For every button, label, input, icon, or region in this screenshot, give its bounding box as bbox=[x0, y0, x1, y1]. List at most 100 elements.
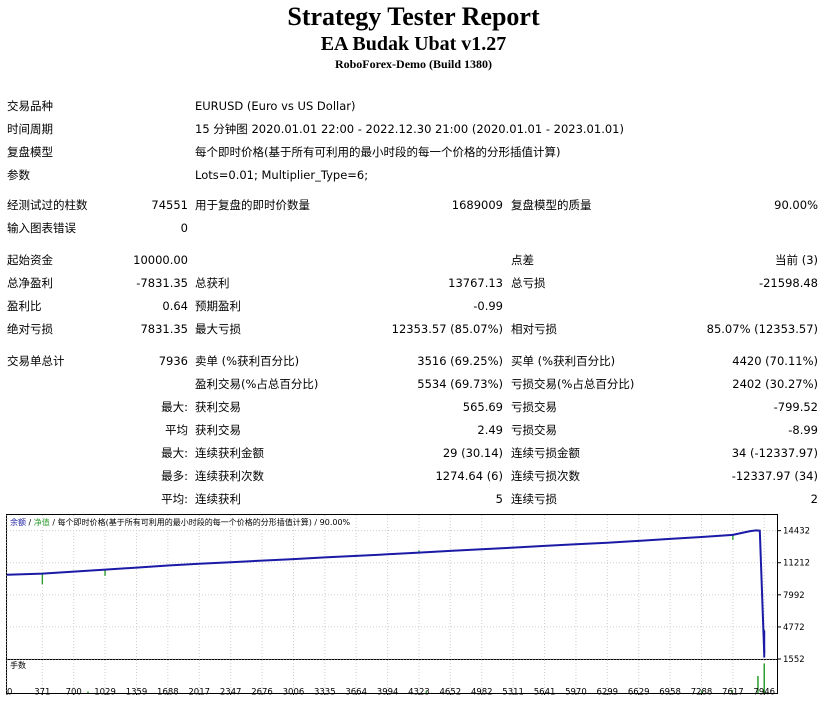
x-tick-label: 6299 bbox=[596, 688, 618, 696]
average-loss-label: 亏损交易 bbox=[511, 423, 557, 437]
x-tick-label: 5641 bbox=[534, 688, 556, 696]
period-value: 15 分钟图 2020.01.01 22:00 - 2022.12.30 21:… bbox=[195, 122, 624, 136]
maximal-label: 最多: bbox=[161, 469, 188, 483]
volume-bar bbox=[757, 675, 759, 693]
balance-chart: 14432 11212 7992 4772 1552 0 371 700 1029 1359 16… bbox=[6, 514, 821, 695]
long-positions-value: 4420 (70.11%) bbox=[732, 354, 818, 368]
server-name: RoboForex-Demo (Build 1380) bbox=[334, 57, 493, 71]
x-tick-label: 2017 bbox=[188, 688, 210, 696]
maximal-consecutive-profit-label: 连续获利次数 bbox=[195, 469, 264, 483]
x-tick-label: 4982 bbox=[471, 688, 493, 696]
x-tick-label: 2347 bbox=[220, 688, 242, 696]
model-quality-label: 复盘模型的质量 bbox=[511, 198, 592, 212]
y-tick-label: 14432 bbox=[783, 527, 810, 537]
legend-item: / bbox=[50, 518, 56, 527]
x-tick-label: 1029 bbox=[94, 688, 116, 696]
legend-item: / bbox=[312, 518, 318, 527]
absolute-drawdown-value: 7831.35 bbox=[140, 322, 188, 336]
average-consecutive-wins-value: 5 bbox=[495, 492, 503, 506]
total-trades-label: 交易单总计 bbox=[7, 354, 65, 368]
y-tick-label: 1552 bbox=[783, 655, 805, 665]
absolute-drawdown-label: 绝对亏损 bbox=[7, 322, 53, 336]
spread-label: 点差 bbox=[511, 253, 534, 267]
max-consecutive-losses-value: 34 (-12337.97) bbox=[731, 446, 818, 460]
spread-value: 当前 (3) bbox=[775, 253, 818, 267]
net-profit-label: 总净盈利 bbox=[7, 276, 53, 290]
legend-item: 净值 bbox=[31, 517, 50, 527]
legend-item: / bbox=[26, 518, 32, 527]
average-consecutive-wins-label: 连续获利 bbox=[195, 492, 241, 506]
relative-drawdown-value: 85.07% (12353.57) bbox=[706, 322, 818, 336]
errors-value: 0 bbox=[180, 221, 188, 235]
profit-trades-label: 盈利交易(%占总百分比) bbox=[195, 377, 319, 391]
bars-label: 经测试过的柱数 bbox=[7, 198, 88, 212]
gross-profit-value: 13767.13 bbox=[448, 276, 503, 290]
short-positions-value: 3516 (69.25%) bbox=[417, 354, 503, 368]
largest-loss-value: -799.52 bbox=[773, 400, 818, 414]
x-tick-label: 3664 bbox=[345, 688, 367, 696]
largest-label: 最大: bbox=[161, 400, 188, 414]
expected-payoff-value: -0.99 bbox=[473, 299, 503, 313]
params-label: 参数 bbox=[7, 168, 30, 182]
x-tick-label: 5970 bbox=[565, 688, 587, 696]
model-value: 每个即时价格(基于所有可利用的最小时段的每一个价格的分形插值计算) bbox=[195, 145, 561, 159]
params-value: Lots=0.01; Multiplier_Type=6; bbox=[195, 168, 369, 182]
largest-loss-label: 亏损交易 bbox=[511, 400, 557, 414]
average-loss-value: -8.99 bbox=[788, 423, 818, 437]
maximal-drawdown-value: 12353.57 (85.07%) bbox=[391, 322, 503, 336]
net-profit-value: -7831.35 bbox=[136, 276, 188, 290]
loss-trades-value: 2402 (30.27%) bbox=[732, 377, 818, 391]
y-tick-label: 4772 bbox=[783, 623, 805, 633]
x-tick-label: 6629 bbox=[628, 688, 650, 696]
expert-name: EA Budak Ubat v1.27 bbox=[320, 33, 507, 55]
maximum-label: 最大: bbox=[161, 446, 188, 460]
average-profit-label: 获利交易 bbox=[195, 423, 241, 437]
bars-value: 74551 bbox=[151, 198, 188, 212]
volume-bar bbox=[763, 663, 765, 693]
x-tick-label: 4652 bbox=[440, 688, 462, 696]
chart-frame bbox=[6, 514, 778, 660]
average-consecutive-label: 平均: bbox=[161, 492, 188, 506]
period-label: 时间周期 bbox=[7, 122, 53, 136]
y-tick-label: 7992 bbox=[783, 591, 805, 601]
x-tick-label: 700 bbox=[66, 688, 82, 696]
profit-factor-label: 盈利比 bbox=[7, 299, 42, 313]
gross-loss-label: 总亏损 bbox=[511, 276, 546, 290]
x-tick-label: 6958 bbox=[659, 688, 681, 696]
x-tick-label: 4323 bbox=[408, 688, 430, 696]
chart-legend: 余额 / 净值 / 每个即时价格(基于所有可利用的最小时段的每一个价格的分形插值… bbox=[10, 517, 351, 527]
short-positions-label: 卖单 (%获利百分比) bbox=[195, 354, 300, 368]
model-quality-value: 90.00% bbox=[774, 198, 818, 212]
x-tick-label: 7288 bbox=[691, 688, 713, 696]
x-tick-label: 371 bbox=[34, 688, 50, 696]
ticks-label: 用于复盘的即时价数量 bbox=[195, 198, 310, 212]
maximal-consecutive-loss-value: -12337.97 (34) bbox=[731, 469, 818, 483]
relative-drawdown-label: 相对亏损 bbox=[511, 322, 557, 336]
balance-series-line bbox=[6, 529, 766, 653]
ticks-value: 1689009 bbox=[451, 198, 503, 212]
x-tick-label: 2676 bbox=[251, 688, 273, 696]
x-tick-label: 3335 bbox=[314, 688, 336, 696]
maximal-consecutive-profit-value: 1274.64 (6) bbox=[435, 469, 503, 483]
profit-factor-value: 0.64 bbox=[162, 299, 188, 313]
volume-bar bbox=[700, 690, 703, 693]
largest-profit-label: 获利交易 bbox=[195, 400, 241, 414]
max-consecutive-wins-value: 29 (30.14) bbox=[442, 446, 503, 460]
average-consecutive-losses-value: 2 bbox=[810, 492, 818, 506]
legend-item: 余额 bbox=[10, 517, 26, 527]
symbol-label: 交易品种 bbox=[7, 99, 53, 113]
x-tick-label: 3994 bbox=[377, 688, 399, 696]
max-consecutive-losses-label: 连续亏损金额 bbox=[511, 446, 580, 460]
profit-trades-value: 5534 (69.73%) bbox=[417, 377, 503, 391]
x-tick-label: 1359 bbox=[126, 688, 148, 696]
volume-bar bbox=[425, 691, 428, 693]
deposit-label: 起始资金 bbox=[7, 253, 53, 267]
gross-loss-value: -21598.48 bbox=[758, 276, 818, 290]
legend-item: 每个即时价格(基于所有可利用的最小时段的每一个价格的分形插值计算) bbox=[55, 517, 312, 527]
maximal-consecutive-loss-label: 连续亏损次数 bbox=[511, 469, 580, 483]
errors-label: 输入图表错误 bbox=[7, 221, 76, 235]
long-positions-label: 买单 (%获利百分比) bbox=[511, 354, 616, 368]
symbol-value: EURUSD (Euro vs US Dollar) bbox=[195, 99, 356, 113]
volume-frame bbox=[6, 659, 778, 694]
max-consecutive-wins-label: 连续获利金额 bbox=[195, 446, 264, 460]
